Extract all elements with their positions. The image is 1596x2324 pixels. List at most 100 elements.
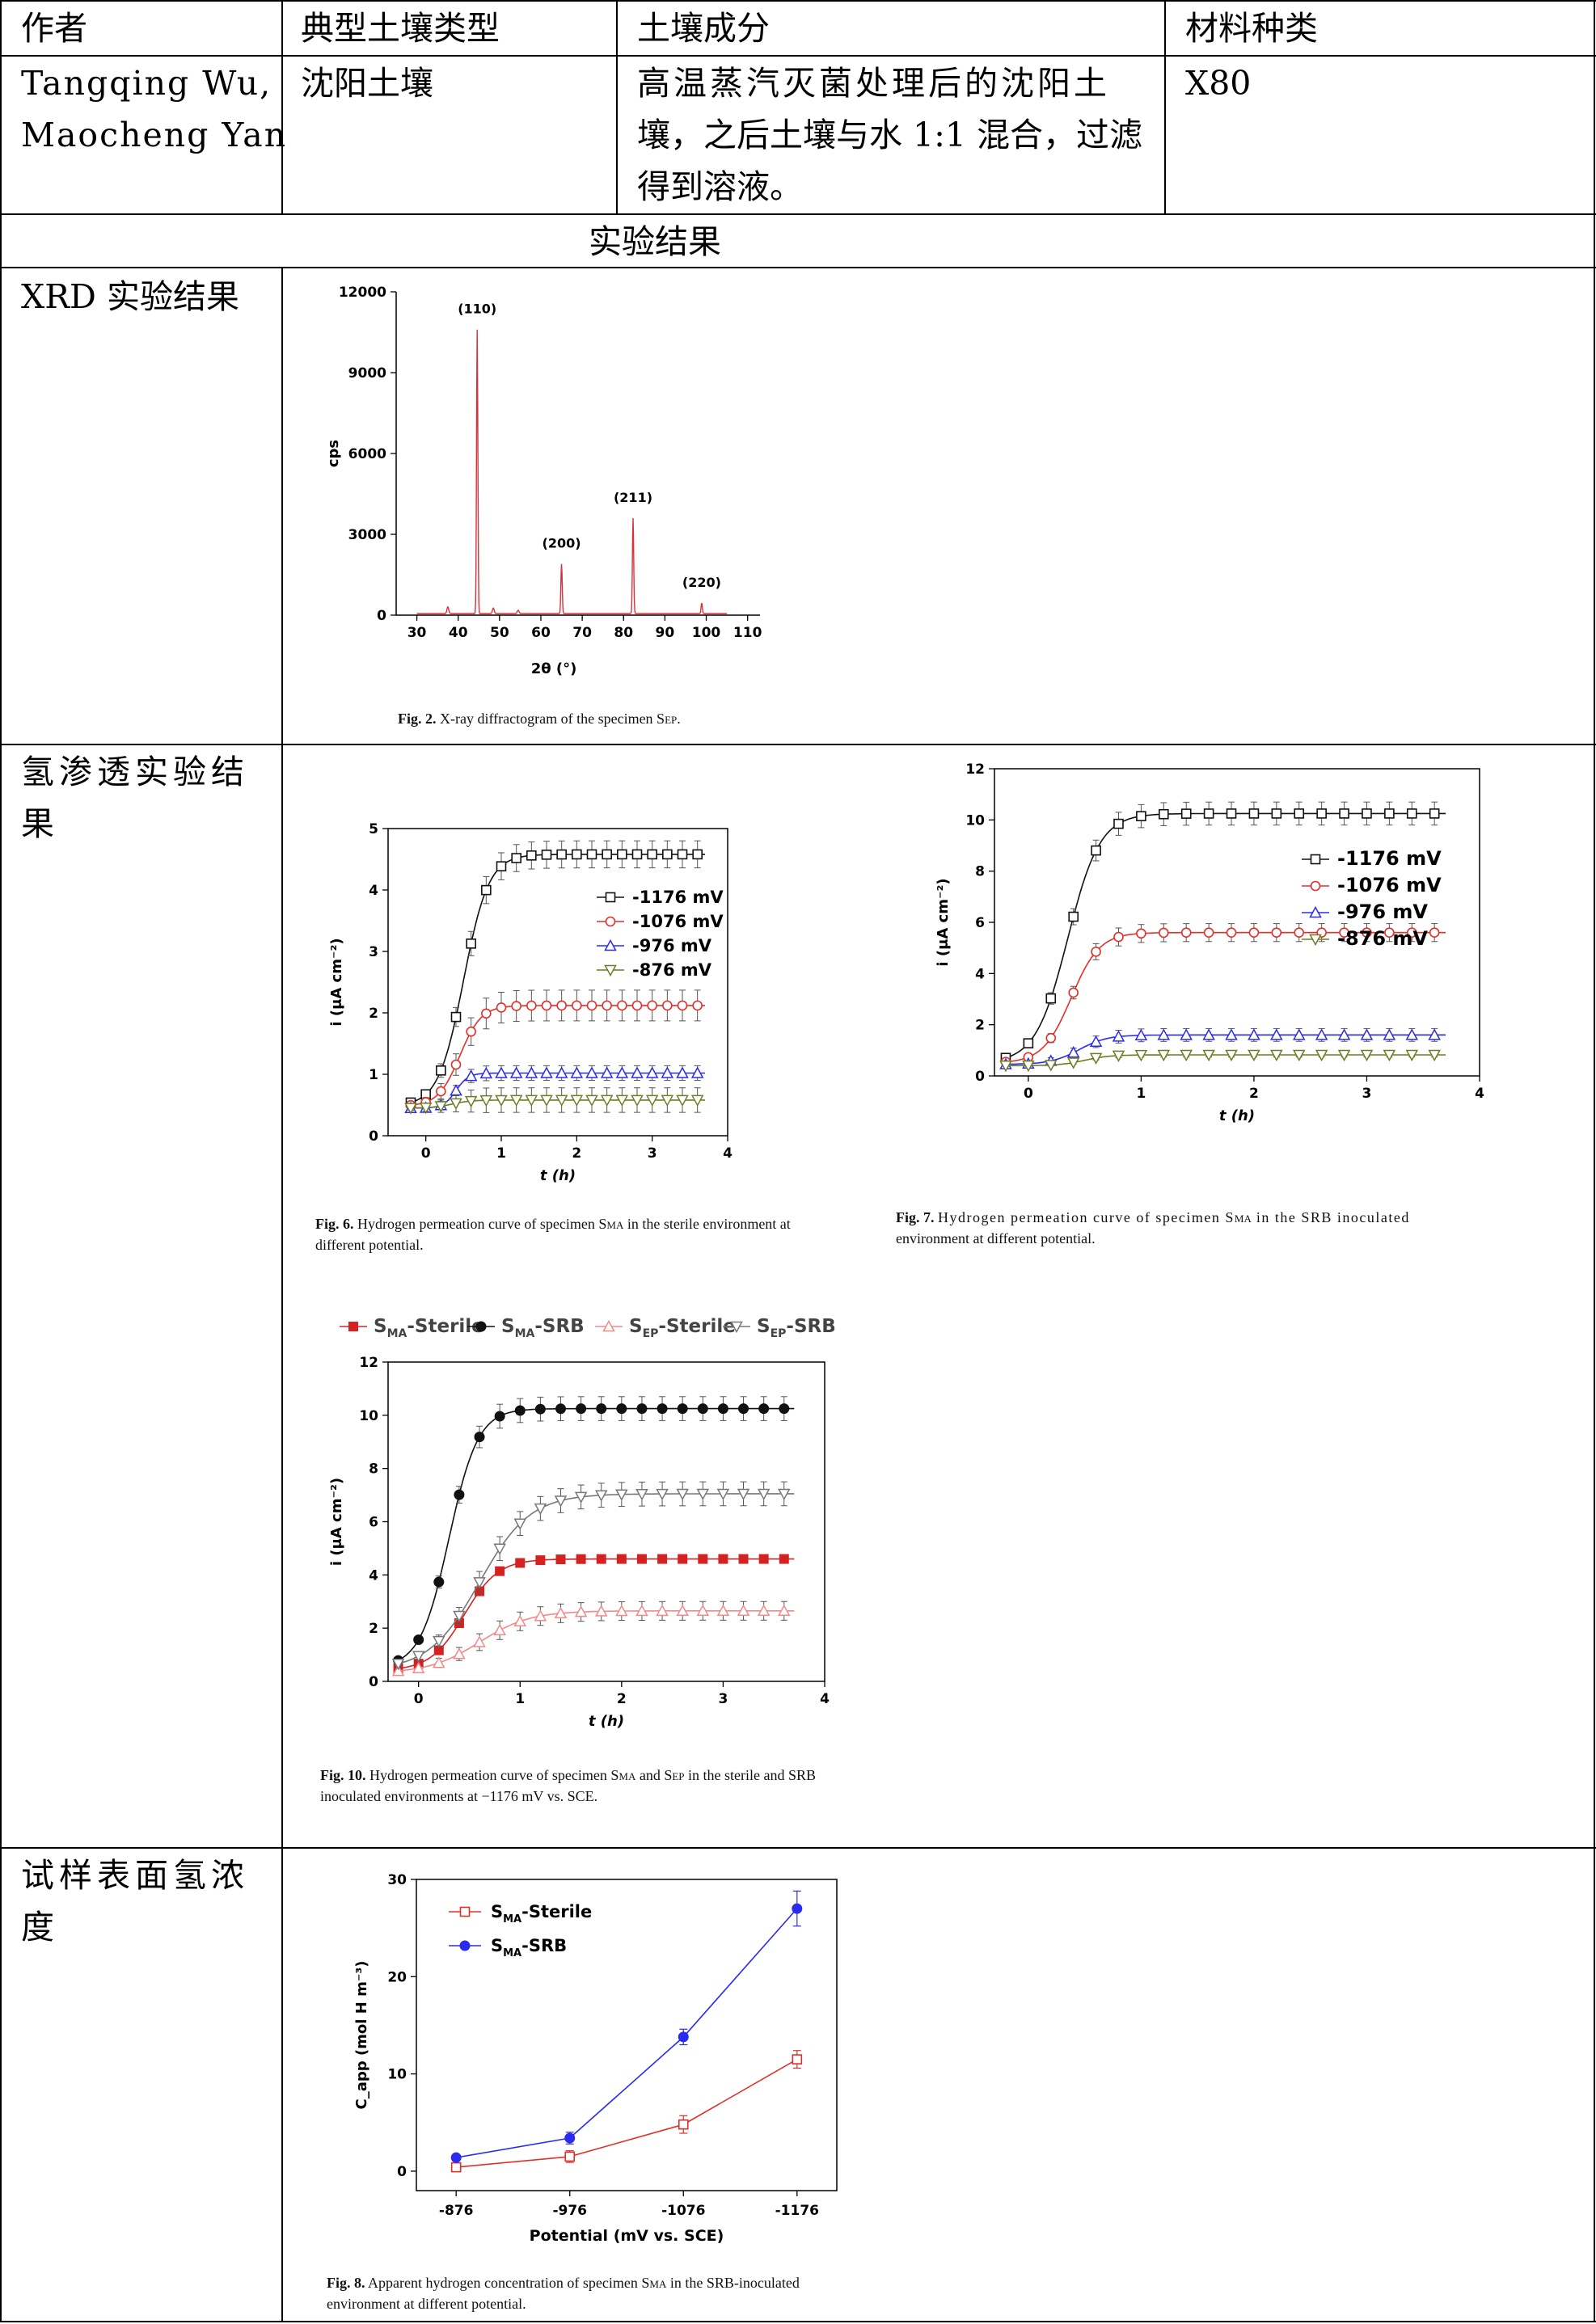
fig2-caption-text: X-ray diffractogram of the specimen S bbox=[440, 711, 665, 727]
composition-line-3: 得到溶液。 bbox=[637, 167, 803, 206]
data-point bbox=[615, 1066, 629, 1078]
series-line-1 bbox=[1005, 931, 1446, 1063]
y-tick-label: 4 bbox=[369, 883, 378, 899]
series-line-2 bbox=[411, 1072, 705, 1109]
data-point bbox=[555, 1403, 566, 1415]
y-tick-label: 12000 bbox=[339, 285, 386, 301]
peak-label-0: (110) bbox=[458, 302, 496, 317]
data-point bbox=[585, 1066, 598, 1078]
x-tick-label: -1076 bbox=[661, 2203, 705, 2219]
fig2-caption-tail: . bbox=[677, 711, 681, 727]
fig6-caption-sub: MA bbox=[606, 1219, 624, 1231]
y-tick-label: 0 bbox=[397, 2164, 407, 2180]
data-point bbox=[555, 1066, 568, 1078]
data-point bbox=[564, 2151, 576, 2162]
y-tick-label: 4 bbox=[975, 966, 985, 982]
data-point bbox=[1203, 927, 1214, 938]
data-point bbox=[999, 1061, 1012, 1073]
data-point bbox=[657, 1403, 668, 1415]
data-point bbox=[481, 1008, 492, 1019]
y-tick-label: 3000 bbox=[348, 527, 386, 543]
x-tick-label: -876 bbox=[439, 2203, 474, 2219]
x-tick-label: 90 bbox=[656, 625, 675, 641]
data-point bbox=[493, 1543, 506, 1555]
legend-label-2: -976 mV bbox=[1337, 900, 1428, 923]
y-tick-label: 10 bbox=[359, 1408, 378, 1424]
data-point bbox=[450, 2162, 462, 2173]
data-point bbox=[645, 1066, 659, 1078]
data-point bbox=[1112, 1050, 1125, 1062]
concentration-chart: -876 -976 -1076 -1176 0 10 20 30 SMA-Sterile SMA-… bbox=[353, 1872, 838, 2245]
data-point bbox=[1136, 811, 1146, 821]
data-point bbox=[657, 1554, 668, 1564]
data-point bbox=[1068, 987, 1079, 998]
data-point bbox=[717, 1403, 728, 1415]
data-point bbox=[534, 1609, 547, 1622]
data-point bbox=[1429, 927, 1440, 938]
data-point bbox=[1294, 808, 1305, 819]
data-point bbox=[677, 1000, 688, 1011]
data-point bbox=[678, 2119, 689, 2130]
data-point bbox=[540, 1066, 553, 1078]
x-tick-label: 4 bbox=[723, 1145, 733, 1162]
data-point bbox=[662, 849, 673, 860]
data-point bbox=[1429, 808, 1440, 819]
data-point bbox=[635, 1604, 648, 1617]
y-tick-label: 3 bbox=[369, 944, 378, 960]
data-point bbox=[1428, 1028, 1441, 1040]
data-point bbox=[464, 1095, 478, 1108]
y-tick-label: 1 bbox=[369, 1067, 378, 1083]
fig8-caption: Fig. 8. Apparent hydrogen concentration … bbox=[327, 2273, 941, 2314]
data-point bbox=[596, 1403, 607, 1415]
x-tick-label: 80 bbox=[614, 625, 633, 641]
data-point bbox=[677, 849, 688, 860]
data-point bbox=[617, 849, 627, 860]
data-point bbox=[1134, 1049, 1148, 1062]
data-point bbox=[1023, 1038, 1034, 1048]
data-point bbox=[757, 1488, 771, 1501]
legend-marker bbox=[1309, 934, 1322, 947]
legend-marker bbox=[605, 892, 616, 903]
y-tick-label: 0 bbox=[377, 608, 386, 624]
data-point bbox=[572, 1000, 582, 1011]
data-point bbox=[586, 849, 597, 860]
legend-marker bbox=[1310, 880, 1321, 892]
row-label-xrd: XRD 实验结果 bbox=[21, 277, 239, 316]
table-border-right bbox=[1594, 0, 1595, 2322]
data-point bbox=[676, 1488, 689, 1501]
data-point bbox=[513, 1614, 527, 1627]
data-point bbox=[1316, 808, 1327, 819]
data-point bbox=[617, 1000, 627, 1011]
data-point bbox=[1383, 1049, 1396, 1062]
y-tick-label: 10 bbox=[965, 812, 985, 829]
series-line-0 bbox=[1005, 812, 1446, 1059]
data-point bbox=[554, 1495, 568, 1508]
series-line-3 bbox=[1006, 1054, 1446, 1067]
data-point bbox=[661, 1066, 674, 1078]
data-point bbox=[419, 1102, 433, 1115]
data-point bbox=[690, 1066, 704, 1078]
x-tick-label: 70 bbox=[572, 625, 592, 641]
data-point bbox=[678, 1554, 688, 1564]
data-point bbox=[1384, 927, 1395, 938]
data-point bbox=[511, 1001, 521, 1011]
data-point bbox=[453, 1647, 466, 1660]
data-point bbox=[513, 1518, 527, 1530]
x-tick-label: 50 bbox=[490, 625, 509, 641]
peak-label-3: (220) bbox=[682, 575, 721, 590]
x-axis-label: t (h) bbox=[540, 1167, 576, 1184]
legend-label-1: -1076 mV bbox=[1337, 874, 1442, 896]
table-col-divider-3 bbox=[1164, 0, 1166, 213]
x-axis-label: t (h) bbox=[589, 1713, 624, 1730]
data-point bbox=[1066, 1057, 1080, 1069]
data-point bbox=[738, 1403, 749, 1415]
y-tick-label: 0 bbox=[975, 1069, 985, 1085]
data-point bbox=[525, 1066, 538, 1078]
x-tick-label: 2 bbox=[1249, 1086, 1259, 1102]
legend-label-1: SMA-SRB bbox=[501, 1316, 585, 1340]
data-point bbox=[1406, 808, 1417, 819]
data-point bbox=[509, 1066, 523, 1078]
data-point bbox=[481, 884, 492, 896]
fig7-caption-line2: environment at different potential. bbox=[896, 1230, 1096, 1246]
data-point bbox=[464, 1069, 478, 1082]
